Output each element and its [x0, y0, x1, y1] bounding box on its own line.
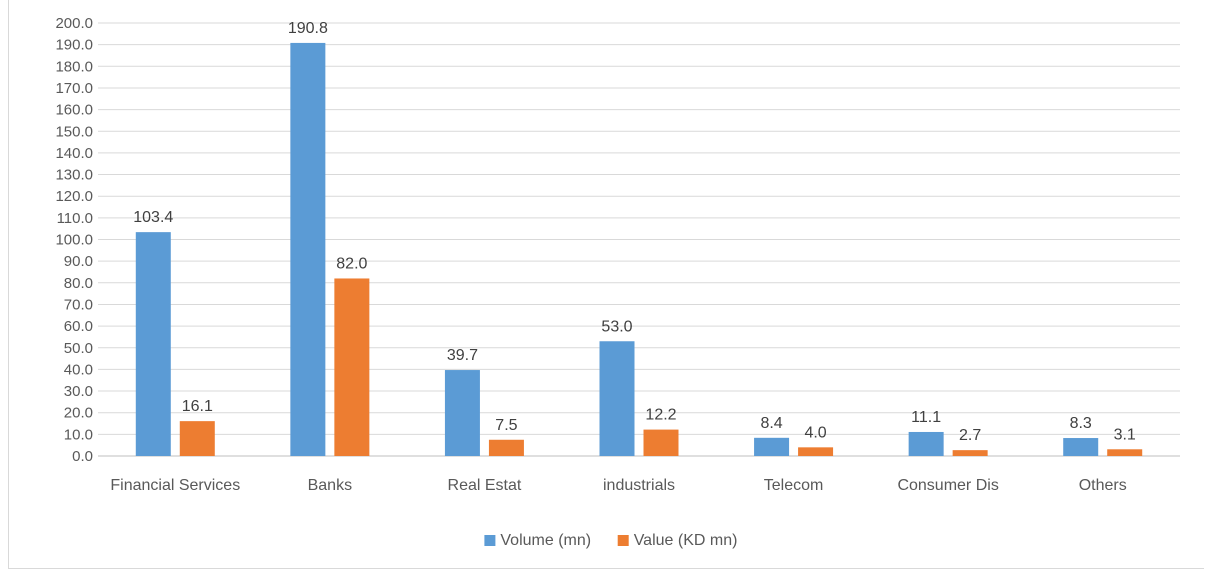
chart-frame: [8, 0, 1204, 569]
legend-label: Volume (mn): [500, 532, 591, 549]
y-tick-label: 90.0: [64, 253, 93, 270]
legend-swatch-volume: [484, 535, 496, 546]
bar-value: [798, 447, 834, 456]
y-tick-label: 130.0: [55, 167, 93, 184]
y-tick-label: 170.0: [55, 80, 93, 97]
bar-volume: [599, 341, 635, 456]
bar-volume: [135, 232, 171, 456]
data-label: 53.0: [601, 318, 632, 335]
y-tick-label: 160.0: [55, 102, 93, 119]
legend-swatch-value: [617, 535, 629, 546]
bar-volume: [908, 431, 944, 456]
bar-volume: [290, 42, 326, 456]
bar-value: [643, 429, 679, 456]
y-tick-label: 190.0: [55, 37, 93, 54]
data-label: 82.0: [336, 255, 367, 272]
legend-label: Value (KD mn): [634, 532, 738, 549]
y-tick-label: 120.0: [55, 188, 93, 205]
y-tick-label: 50.0: [64, 340, 93, 357]
y-tick-label: 0.0: [72, 448, 93, 465]
bar-volume: [754, 437, 790, 456]
y-tick-label: 200.0: [55, 15, 93, 32]
x-tick-label: Telecom: [764, 477, 824, 494]
data-label: 3.1: [1114, 426, 1136, 443]
y-tick-label: 140.0: [55, 145, 93, 162]
data-label: 4.0: [804, 424, 826, 441]
data-label: 7.5: [495, 417, 517, 434]
x-tick-label: industrials: [603, 477, 675, 494]
data-label: 11.1: [911, 409, 941, 426]
bar-value: [179, 421, 215, 456]
y-tick-label: 110.0: [57, 210, 93, 227]
y-tick-label: 20.0: [64, 405, 93, 422]
y-tick-label: 70.0: [64, 296, 93, 313]
bar-value: [1107, 449, 1143, 456]
data-label: 8.3: [1070, 415, 1092, 432]
y-tick-label: 100.0: [55, 232, 93, 249]
x-tick-label: Real Estat: [448, 477, 522, 494]
bar-value: [952, 450, 988, 456]
data-label: 103.4: [133, 209, 173, 226]
bar-volume: [444, 370, 480, 456]
bar-value: [334, 278, 370, 456]
y-tick-label: 40.0: [64, 361, 93, 378]
x-tick-label: Banks: [308, 477, 352, 494]
bar-volume: [1063, 438, 1099, 456]
data-label: 190.8: [288, 20, 328, 37]
bar-value: [488, 439, 524, 456]
data-label: 16.1: [182, 398, 213, 415]
x-tick-label: Consumer Dis: [897, 477, 998, 494]
y-tick-label: 30.0: [64, 383, 93, 400]
y-tick-label: 180.0: [55, 58, 93, 75]
x-tick-label: Financial Services: [110, 477, 240, 494]
data-label: 39.7: [447, 347, 478, 364]
y-tick-label: 150.0: [55, 123, 93, 140]
x-tick-label: Others: [1079, 477, 1127, 494]
data-label: 2.7: [959, 427, 981, 444]
data-label: 12.2: [645, 407, 676, 424]
y-tick-label: 60.0: [64, 318, 93, 335]
y-tick-label: 10.0: [64, 426, 93, 443]
data-label: 8.4: [760, 415, 782, 432]
y-tick-label: 80.0: [64, 275, 93, 292]
